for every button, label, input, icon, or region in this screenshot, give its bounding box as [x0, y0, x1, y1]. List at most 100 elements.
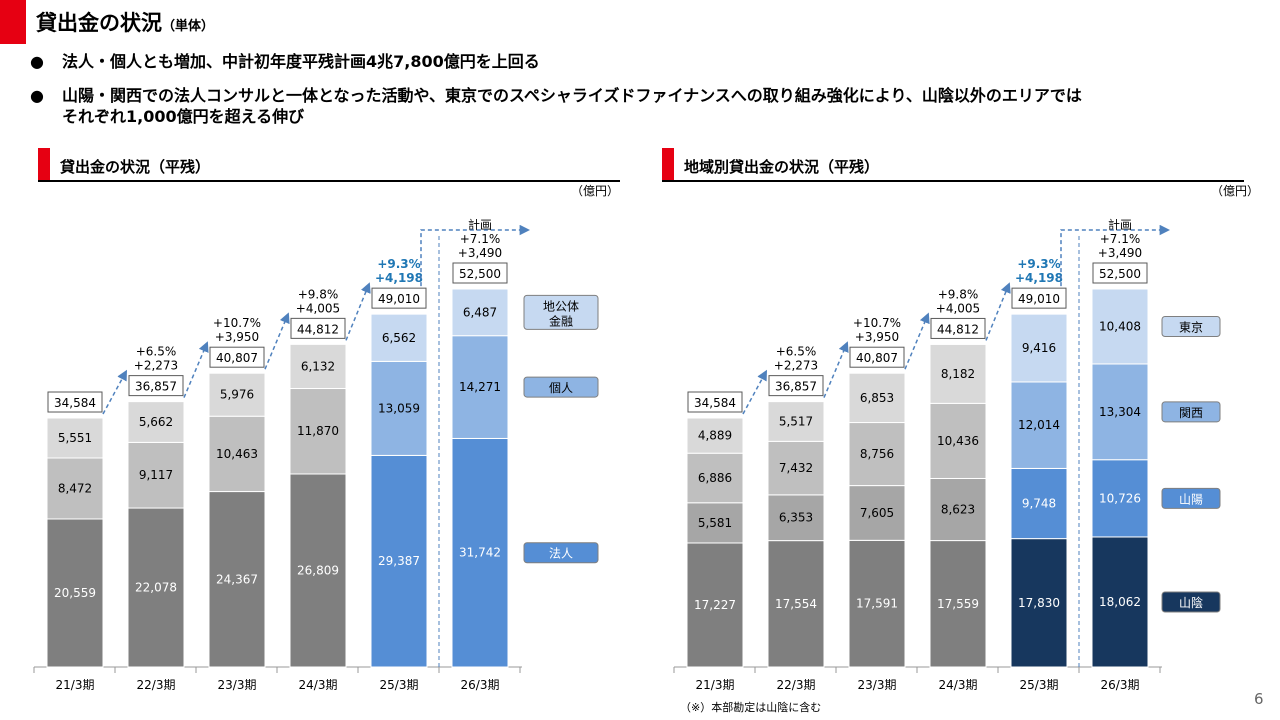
growth-arrow — [904, 312, 930, 370]
section-right-title: 地域別貸出金の状況（平残） — [684, 158, 880, 176]
legend-box — [1161, 401, 1221, 423]
growth-abs-label: +3,490 — [1098, 246, 1142, 260]
bar-value-label: 5,976 — [220, 388, 254, 402]
total-value-label: 49,010 — [1018, 292, 1060, 306]
total-box — [1092, 262, 1148, 284]
bar-segment — [1010, 467, 1068, 540]
section-right-rule — [662, 180, 1244, 182]
growth-abs-label: +2,273 — [774, 359, 818, 373]
legend-box — [1161, 487, 1221, 509]
bar-value-label: 9,416 — [1022, 341, 1056, 355]
growth-abs-label: +4,005 — [296, 301, 340, 315]
bar-segment — [289, 473, 347, 668]
bar-segment — [46, 417, 104, 459]
total-box — [687, 391, 743, 413]
legend-box — [523, 294, 599, 330]
plan-arrow — [420, 224, 531, 287]
total-box — [930, 317, 986, 339]
section-left-rule — [38, 180, 620, 182]
total-box — [290, 317, 346, 339]
bar-value-label: 17,591 — [856, 597, 898, 611]
bar-value-label: 10,436 — [937, 434, 979, 448]
x-tick-label: 26/3期 — [461, 678, 500, 692]
legend-label: 個人 — [549, 381, 573, 395]
title-accent-bar — [0, 0, 26, 44]
x-tick-label: 21/3期 — [56, 678, 95, 692]
bar-segment — [848, 485, 906, 541]
footnote: （※）本部勘定は山陰に含む — [680, 701, 822, 714]
bar-segment — [767, 540, 825, 668]
total-value-label: 36,857 — [775, 380, 817, 394]
total-box — [1011, 287, 1067, 309]
growth-arrow — [345, 282, 371, 341]
bar-value-label: 14,271 — [459, 380, 501, 394]
bar-segment — [127, 441, 185, 509]
growth-abs-label: +4,198 — [375, 271, 423, 285]
bar-segment — [1091, 288, 1149, 365]
bar-value-label: 5,581 — [698, 516, 732, 530]
total-value-label: 36,857 — [135, 380, 177, 394]
page-number: 6 — [1254, 690, 1264, 708]
total-value-label: 34,584 — [54, 396, 96, 410]
total-value-label: 52,500 — [459, 267, 501, 281]
growth-arrow — [102, 369, 128, 415]
bar-value-label: 4,889 — [698, 429, 732, 443]
total-box — [128, 375, 184, 397]
growth-pct-label: +7.1% — [1100, 232, 1141, 246]
bar-value-label: 13,059 — [378, 401, 420, 415]
total-value-label: 52,500 — [1099, 267, 1141, 281]
bar-segment — [208, 415, 266, 493]
bar-segment — [686, 417, 744, 454]
growth-pct-label: +10.7% — [853, 316, 901, 330]
bar-value-label: 12,014 — [1018, 418, 1060, 432]
bar-segment — [1091, 536, 1149, 668]
plan-label: 計画 — [1108, 217, 1132, 232]
legend-label: 東京 — [1179, 320, 1203, 334]
growth-arrow — [183, 341, 209, 398]
legend-label: 金融 — [549, 313, 573, 328]
growth-pct-label: +9.3% — [1017, 257, 1060, 271]
bar-value-label: 8,623 — [941, 503, 975, 517]
bullet-text: 法人・個人とも増加、中計初年度平残計画4兆7,800億円を上回る — [62, 52, 540, 71]
bar-value-label: 22,078 — [135, 581, 177, 595]
bar-segment — [1091, 459, 1149, 538]
bar-value-label: 6,353 — [779, 511, 813, 525]
bar-segment — [370, 454, 428, 668]
growth-arrow — [823, 341, 849, 398]
bar-value-label: 8,756 — [860, 447, 894, 461]
total-value-label: 44,812 — [297, 322, 339, 336]
legend-box — [1161, 591, 1221, 613]
total-value-label: 40,807 — [216, 351, 258, 365]
plan-arrow — [1060, 224, 1171, 287]
bar-value-label: 13,304 — [1099, 405, 1141, 419]
bar-value-label: 31,742 — [459, 546, 501, 560]
growth-pct-label: +6.5% — [136, 345, 177, 359]
growth-pct-label: +10.7% — [213, 316, 261, 330]
bar-value-label: 24,367 — [216, 572, 258, 586]
bar-value-label: 17,227 — [694, 598, 736, 612]
bar-segment — [686, 542, 744, 668]
bar-value-label: 20,559 — [54, 586, 96, 600]
total-box — [768, 375, 824, 397]
bar-value-label: 8,472 — [58, 481, 92, 495]
bullet-text-line-1: 山陽・関西での法人コンサルと一体となった活動や、東京でのスペシャライズドファイナ… — [62, 86, 1082, 105]
legend-box — [1161, 315, 1221, 337]
growth-pct-label: +9.8% — [298, 287, 339, 301]
bullet-marker: ● — [30, 86, 44, 105]
growth-abs-label: +3,950 — [215, 330, 259, 344]
bar-segment — [1010, 381, 1068, 469]
bar-value-label: 29,387 — [378, 554, 420, 568]
x-tick-label: 24/3期 — [299, 678, 338, 692]
bar-value-label: 5,517 — [779, 414, 813, 428]
bar-segment — [686, 502, 744, 544]
bar-segment — [208, 491, 266, 668]
bar-segment — [929, 343, 987, 404]
bar-value-label: 11,870 — [297, 424, 339, 438]
bar-value-label: 17,830 — [1018, 596, 1060, 610]
bar-segment — [848, 422, 906, 487]
growth-abs-label: +3,950 — [855, 330, 899, 344]
legend-box — [523, 542, 599, 564]
page-title-subtitle: （単体） — [162, 19, 215, 34]
bar-value-label: 5,551 — [58, 431, 92, 445]
plan-label: 計画 — [468, 217, 492, 232]
